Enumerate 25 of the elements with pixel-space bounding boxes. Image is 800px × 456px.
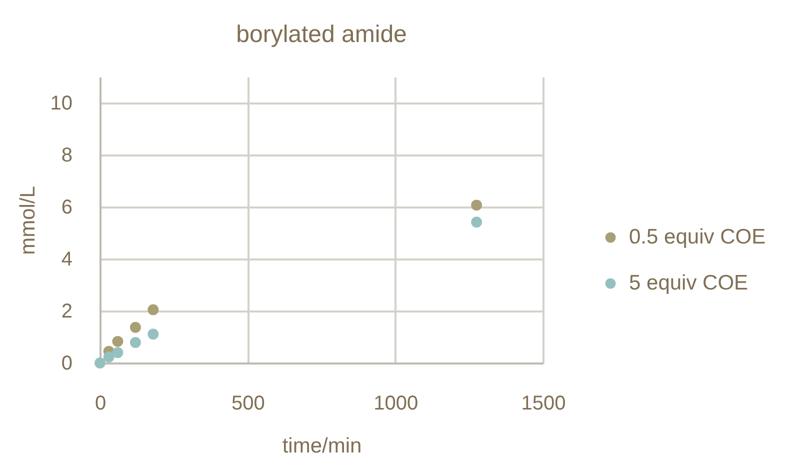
point (471, 200, 482, 211)
legend-label: 5 equiv COE (629, 272, 748, 294)
x-tick-label: 1000 (374, 392, 418, 414)
y-tick-label: 0 (61, 352, 72, 374)
y-tick-label: 4 (61, 248, 72, 270)
y-tick-label: 10 (50, 92, 72, 114)
point (148, 328, 159, 340)
point (112, 347, 124, 358)
x-tick-label: 1500 (521, 392, 566, 414)
chart-title: borylated amide (236, 21, 407, 48)
legend-label: 0.5 equiv COE (629, 226, 766, 248)
point (130, 336, 141, 348)
y-tick-label: 8 (61, 144, 72, 166)
point (112, 336, 124, 347)
x-tick-label: 0 (94, 392, 106, 414)
x-axis-title: time/min (282, 434, 362, 456)
point (130, 322, 141, 333)
point (471, 216, 482, 228)
y-tick-label: 2 (61, 300, 72, 322)
y-axis-title: mmol/L (16, 186, 40, 255)
x-tick-label: 500 (231, 392, 265, 414)
point (103, 352, 114, 362)
point (148, 304, 159, 316)
y-tick-label: 6 (61, 196, 72, 218)
point (94, 358, 106, 368)
